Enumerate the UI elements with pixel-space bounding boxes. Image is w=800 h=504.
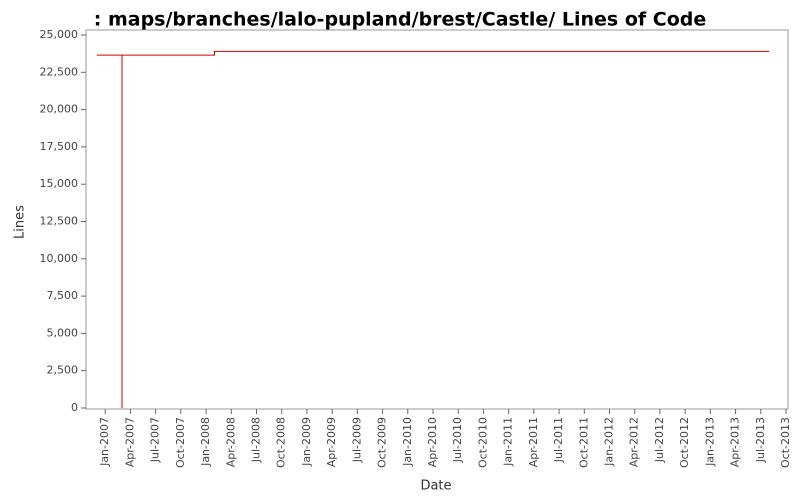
y-tick-label: 0 bbox=[71, 401, 78, 414]
x-tick-label: Jul-2012 bbox=[653, 417, 666, 463]
x-tick-label: Jan-2007 bbox=[98, 417, 111, 467]
y-tick-label: 22,500 bbox=[40, 65, 79, 78]
x-tick-label: Jan-2013 bbox=[703, 417, 716, 467]
y-tick-label: 17,500 bbox=[40, 140, 79, 153]
y-tick-label: 2,500 bbox=[47, 364, 79, 377]
y-tick-label: 20,000 bbox=[40, 103, 79, 116]
x-tick-label: Oct-2013 bbox=[779, 417, 792, 468]
y-tick-label: 25,000 bbox=[40, 28, 79, 41]
x-tick-label: Oct-2010 bbox=[476, 417, 489, 468]
x-tick-label: Jul-2007 bbox=[149, 417, 162, 463]
x-tick-label: Oct-2008 bbox=[275, 417, 288, 468]
x-tick-label: Jan-2010 bbox=[401, 417, 414, 467]
x-tick-label: Oct-2011 bbox=[577, 417, 590, 468]
y-axis-label: Lines bbox=[13, 205, 28, 239]
chart-title: : maps/branches/lalo-pupland/brest/Castl… bbox=[94, 9, 707, 31]
x-axis-label: Date bbox=[420, 479, 451, 494]
x-tick-label: Apr-2011 bbox=[527, 417, 540, 467]
x-tick-label: Oct-2007 bbox=[174, 417, 187, 468]
x-tick-label: Jul-2008 bbox=[250, 417, 263, 463]
y-tick-label: 7,500 bbox=[47, 289, 79, 302]
x-tick-label: Apr-2007 bbox=[123, 417, 136, 467]
x-tick-label: Oct-2012 bbox=[678, 417, 691, 468]
y-tick-label: 15,000 bbox=[40, 177, 79, 190]
x-tick-label: Jul-2011 bbox=[552, 417, 565, 463]
y-tick-label: 5,000 bbox=[47, 326, 79, 339]
x-tick-label: Apr-2012 bbox=[628, 417, 641, 467]
y-tick-label: 10,000 bbox=[40, 252, 79, 265]
x-tick-label: Apr-2013 bbox=[729, 417, 742, 467]
x-tick-label: Jan-2011 bbox=[502, 417, 515, 467]
x-tick-label: Jan-2008 bbox=[199, 417, 212, 467]
x-tick-label: Jul-2013 bbox=[754, 417, 767, 463]
x-tick-label: Jan-2009 bbox=[300, 417, 313, 467]
y-tick-label: 12,500 bbox=[40, 215, 79, 228]
x-tick-label: Apr-2010 bbox=[426, 417, 439, 467]
x-tick-label: Apr-2009 bbox=[325, 417, 338, 467]
x-tick-label: Jul-2010 bbox=[451, 417, 464, 463]
x-tick-label: Jan-2012 bbox=[603, 417, 616, 467]
plot-area bbox=[85, 29, 789, 410]
x-tick-label: Oct-2009 bbox=[376, 417, 389, 468]
x-tick-label: Jul-2009 bbox=[350, 417, 363, 463]
x-tick-label: Apr-2008 bbox=[224, 417, 237, 467]
line bbox=[96, 50, 770, 408]
